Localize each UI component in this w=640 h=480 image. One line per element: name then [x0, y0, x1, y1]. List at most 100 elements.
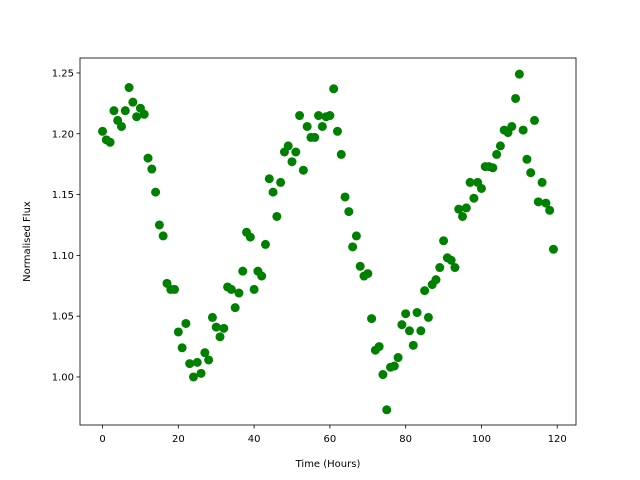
- point: [363, 269, 373, 279]
- point: [185, 359, 195, 369]
- point: [109, 106, 119, 116]
- point: [382, 405, 392, 415]
- point: [325, 111, 335, 121]
- point: [507, 121, 517, 131]
- point: [226, 284, 236, 294]
- point: [170, 284, 180, 294]
- point: [348, 242, 358, 252]
- point: [336, 149, 346, 159]
- point: [295, 111, 305, 121]
- point: [522, 154, 532, 164]
- point: [340, 192, 350, 202]
- x-axis-label: Time (Hours): [295, 459, 361, 470]
- point: [458, 211, 468, 221]
- point: [302, 121, 312, 131]
- point: [495, 141, 505, 151]
- point: [283, 141, 293, 151]
- point: [518, 125, 528, 135]
- point: [260, 239, 270, 249]
- point: [139, 109, 149, 119]
- point: [537, 177, 547, 187]
- x-tick-label: 40: [248, 434, 261, 445]
- point: [488, 163, 498, 173]
- point: [492, 149, 502, 159]
- point: [124, 83, 134, 93]
- point: [298, 165, 308, 175]
- point: [412, 308, 422, 318]
- point: [98, 126, 108, 136]
- point: [105, 137, 115, 147]
- point: [461, 203, 471, 213]
- point: [314, 111, 324, 121]
- point: [530, 115, 540, 125]
- point: [181, 318, 191, 328]
- point: [431, 275, 441, 285]
- point: [526, 168, 536, 178]
- point: [188, 372, 198, 382]
- point: [215, 332, 225, 342]
- point: [511, 93, 521, 103]
- point: [264, 174, 274, 184]
- point: [211, 322, 221, 332]
- point: [151, 187, 161, 197]
- point: [533, 197, 543, 207]
- point: [393, 353, 403, 363]
- x-tick-label: 100: [472, 434, 491, 445]
- point: [351, 231, 361, 241]
- point: [420, 286, 430, 296]
- x-tick-label: 120: [548, 434, 567, 445]
- y-tick-label: 1.25: [52, 68, 74, 79]
- point: [332, 126, 342, 136]
- point: [177, 343, 187, 353]
- point: [154, 220, 164, 230]
- axes-frame: [79, 57, 577, 426]
- y-axis-label: Normalised Flux: [22, 201, 33, 282]
- point: [548, 244, 558, 254]
- point: [230, 303, 240, 313]
- point: [545, 205, 555, 215]
- point: [329, 84, 339, 94]
- point: [192, 357, 202, 367]
- point: [469, 193, 479, 203]
- point: [416, 326, 426, 336]
- y-tick-label: 1.00: [52, 372, 74, 383]
- point: [143, 153, 153, 163]
- point: [476, 183, 486, 193]
- point: [446, 255, 456, 265]
- point: [120, 106, 130, 116]
- x-tick-label: 60: [324, 434, 337, 445]
- point: [435, 263, 445, 273]
- point: [173, 327, 183, 337]
- y-tick-label: 1.20: [52, 129, 74, 140]
- point: [204, 355, 214, 365]
- point: [116, 121, 126, 131]
- point: [291, 147, 301, 157]
- point: [401, 309, 411, 319]
- point: [245, 232, 255, 242]
- point: [344, 207, 354, 217]
- point: [439, 236, 449, 246]
- point: [272, 211, 282, 221]
- point: [249, 284, 259, 294]
- point: [423, 312, 433, 322]
- point: [128, 97, 138, 107]
- point: [147, 164, 157, 174]
- point: [158, 231, 168, 241]
- point: [450, 263, 460, 273]
- point: [200, 348, 210, 358]
- point: [268, 187, 278, 197]
- point: [541, 198, 551, 208]
- point: [132, 112, 142, 122]
- point: [389, 361, 399, 371]
- x-tick-label: 80: [399, 434, 412, 445]
- point: [374, 342, 384, 352]
- point: [257, 271, 267, 281]
- point: [465, 177, 475, 187]
- point: [196, 368, 206, 378]
- point: [397, 320, 407, 330]
- point: [404, 326, 414, 336]
- point: [514, 69, 524, 79]
- y-tick-label: 1.10: [52, 251, 74, 262]
- point: [276, 177, 286, 187]
